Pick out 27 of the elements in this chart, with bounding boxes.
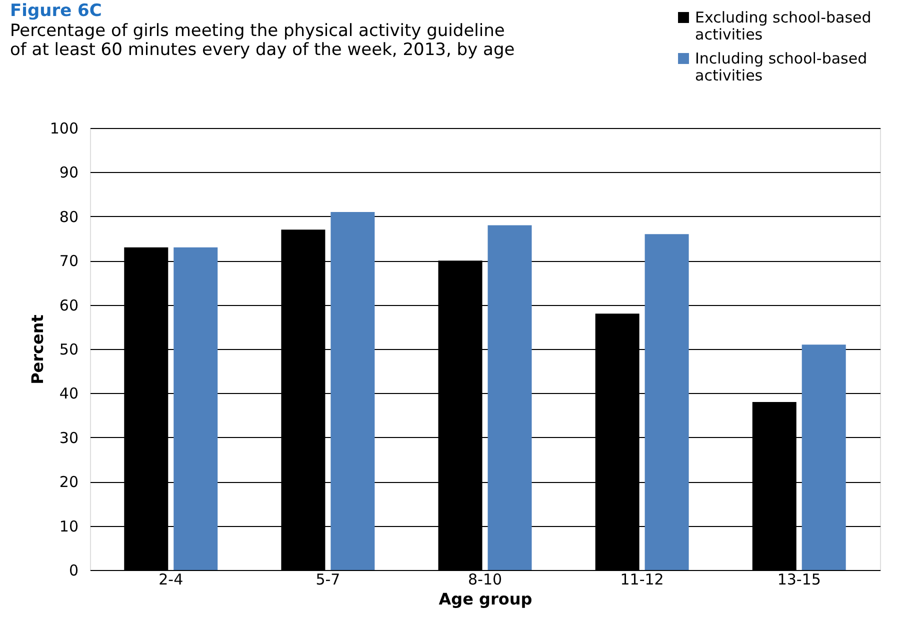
y-tick-label: 0 [68, 562, 78, 580]
y-tick-label: 90 [59, 164, 78, 182]
y-tick-label: 20 [59, 473, 78, 492]
x-tick-label: 11-12 [620, 570, 664, 588]
bar [174, 247, 218, 570]
y-tick-label: 50 [59, 340, 78, 358]
bar [802, 344, 846, 570]
x-tick-label: 2-4 [158, 570, 184, 588]
y-axis-title: Percent [28, 314, 47, 384]
x-tick-label: 5-7 [316, 570, 340, 588]
bar [488, 225, 532, 570]
x-axis-title: Age group [438, 590, 532, 608]
bar [644, 234, 689, 570]
y-tick-label: 80 [59, 208, 78, 226]
legend-label: Including school-based activities [695, 50, 868, 84]
chart-title: Figure 6C [10, 1, 102, 21]
y-tick-label: 60 [59, 296, 78, 314]
bar [330, 212, 375, 570]
y-tick-label: 100 [50, 120, 78, 138]
legend-label: Excluding school-based activities [695, 8, 872, 44]
y-tick-label: 40 [59, 384, 78, 403]
y-tick-label: 30 [59, 428, 78, 447]
y-tick-label: 10 [59, 517, 78, 536]
x-tick-label: 13-15 [777, 570, 821, 588]
chart-subtitle: Percentage of girls meeting the physical activity guideline of at least 60 minutes every day of the week, 2013, by age [10, 21, 515, 60]
y-tick-label: 70 [59, 252, 78, 270]
x-tick-label: 8-10 [468, 570, 502, 588]
